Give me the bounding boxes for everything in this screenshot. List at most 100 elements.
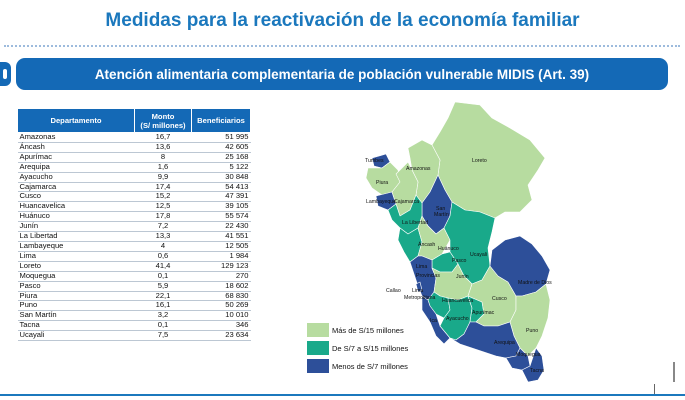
- cell-monto: 0,1: [134, 320, 192, 332]
- department-table: Departamento Monto (S/ millones) Benefic…: [17, 108, 251, 342]
- cell-monto: 0,1: [134, 271, 192, 282]
- cell-monto: 7,2: [134, 221, 192, 233]
- cell-beneficiarios: 51 995: [191, 132, 251, 143]
- cell-departamento: Áncash: [17, 142, 135, 153]
- cell-departamento: Loreto: [17, 261, 135, 272]
- label-junin: Junín: [456, 274, 469, 280]
- label-moquegua: Moquegua: [516, 352, 541, 358]
- cell-departamento: Cusco: [17, 192, 135, 203]
- table-row: Huánuco 17,8 55 574: [17, 211, 251, 223]
- table-row: Puno 16,1 50 269: [17, 300, 251, 312]
- label-ica: Ica: [430, 318, 437, 324]
- cell-departamento: Pasco: [17, 281, 135, 292]
- cell-departamento: Apurímac: [17, 152, 135, 163]
- cell-monto: 12,5: [134, 201, 192, 213]
- table-row: Ayacucho 9,9 30 848: [17, 172, 251, 183]
- header-departamento: Departamento: [17, 108, 135, 133]
- cell-beneficiarios: 23 634: [191, 330, 251, 342]
- map-legend: Más de S/15 millones De S/7 a S/15 millo…: [307, 322, 408, 376]
- table-row: Arequipa 1,6 5 122: [17, 162, 251, 173]
- region-la-libertad: [387, 194, 423, 235]
- cell-beneficiarios: 68 830: [191, 291, 251, 302]
- table-row: Lima 0,6 1 984: [17, 251, 251, 262]
- table-row: Piura 22,1 68 830: [17, 291, 251, 302]
- cell-monto: 4: [134, 241, 192, 252]
- region-huanuco: [417, 215, 451, 261]
- label-pasco: Pasco: [452, 258, 467, 264]
- label-ancash: Áncash: [418, 241, 435, 248]
- label-huancavelica: Huancavelica: [442, 298, 473, 304]
- cell-departamento: La Libertad: [17, 231, 135, 242]
- cell-beneficiarios: 41 551: [191, 231, 251, 242]
- section-banner: Atención alimentaria complementaria de p…: [16, 58, 668, 90]
- cell-beneficiarios: 42 605: [191, 142, 251, 153]
- page-title: Medidas para la reactivación de la econo…: [105, 10, 580, 31]
- table-row: Moquegua 0,1 270: [17, 271, 251, 282]
- cell-monto: 13,3: [134, 231, 192, 242]
- region-lima-metropolitana: [415, 281, 423, 293]
- cell-departamento: Piura: [17, 291, 135, 302]
- label-la-libertad: La Libertad: [402, 220, 428, 226]
- table-row: Tacna 0,1 346: [17, 320, 251, 332]
- cell-beneficiarios: 5 122: [191, 162, 251, 173]
- table-row: San Martín 3,2 10 010: [17, 310, 251, 322]
- label-lima-metro-1: Lima: [412, 288, 423, 294]
- table-header-row: Departamento Monto (S/ millones) Benefic…: [17, 108, 251, 133]
- header-beneficiarios: Beneficiarios: [191, 108, 251, 133]
- label-tumbes: Tumbes: [365, 158, 384, 164]
- label-cusco: Cusco: [492, 296, 507, 302]
- cell-beneficiarios: 55 574: [191, 211, 251, 223]
- cell-departamento: Lima: [17, 251, 135, 262]
- label-arequipa: Arequipa: [494, 340, 515, 346]
- label-apurimac: Apurímac: [472, 310, 495, 316]
- cell-monto: 3,2: [134, 310, 192, 322]
- region-madre-de-dios: [489, 235, 551, 297]
- cell-beneficiarios: 18 602: [191, 281, 251, 292]
- cell-beneficiarios: 47 391: [191, 192, 251, 203]
- cell-departamento: Junín: [17, 221, 135, 233]
- cell-beneficiarios: 50 269: [191, 300, 251, 312]
- table-row: La Libertad 13,3 41 551: [17, 231, 251, 242]
- cell-monto: 22,1: [134, 291, 192, 302]
- cell-beneficiarios: 39 105: [191, 201, 251, 213]
- table-row: Cajamarca 17,4 54 413: [17, 182, 251, 193]
- cell-departamento: Lambayeque: [17, 241, 135, 252]
- map-labels: Tumbes Amazonas Loreto Piura Lambayeque …: [365, 158, 552, 374]
- table-body: Amazonas 16,7 51 995 Áncash 13,6 42 605 Apurím…: [17, 132, 251, 342]
- cell-monto: 16,1: [134, 300, 192, 312]
- legend-item-low: Menos de S/7 millones: [307, 358, 408, 374]
- legend-label-low: Menos de S/7 millones: [332, 361, 408, 371]
- cell-departamento: Huancavelica: [17, 201, 135, 213]
- cell-monto: 16,7: [134, 132, 192, 143]
- cell-departamento: Amazonas: [17, 132, 135, 143]
- label-huanuco: Huánuco: [438, 246, 459, 252]
- table-row: Huancavelica 12,5 39 105: [17, 201, 251, 213]
- region-arequipa: [449, 321, 521, 359]
- label-puno: Puno: [526, 328, 538, 334]
- label-madre-de-dios: Madre de Dios: [518, 280, 552, 286]
- bottom-rule: [0, 394, 685, 396]
- table-row: Junín 7,2 22 430: [17, 221, 251, 233]
- label-provincias: Provincias: [416, 273, 440, 279]
- cell-beneficiarios: 25 168: [191, 152, 251, 163]
- header-monto: Monto (S/ millones): [134, 108, 192, 133]
- label-lima: Lima: [416, 264, 427, 270]
- marker-notch: [3, 69, 7, 79]
- cell-departamento: Puno: [17, 300, 135, 312]
- cell-monto: 7,5: [134, 330, 192, 342]
- cell-monto: 1,6: [134, 162, 192, 173]
- cell-monto: 9,9: [134, 172, 192, 183]
- bottom-tick: [654, 384, 655, 394]
- cell-departamento: Arequipa: [17, 162, 135, 173]
- table-row: Lambayeque 4 12 505: [17, 241, 251, 252]
- table-row: Áncash 13,6 42 605: [17, 142, 251, 153]
- table-row: Loreto 41,4 129 123: [17, 261, 251, 272]
- cell-departamento: Moquegua: [17, 271, 135, 282]
- cell-beneficiarios: 270: [191, 271, 251, 282]
- table-row: Cusco 15,2 47 391: [17, 192, 251, 203]
- cell-departamento: Ucayali: [17, 330, 135, 342]
- table-row: Apurímac 8 25 168: [17, 152, 251, 163]
- cell-departamento: Cajamarca: [17, 182, 135, 193]
- label-san-martin-1: San: [436, 206, 445, 212]
- label-piura: Piura: [376, 180, 388, 186]
